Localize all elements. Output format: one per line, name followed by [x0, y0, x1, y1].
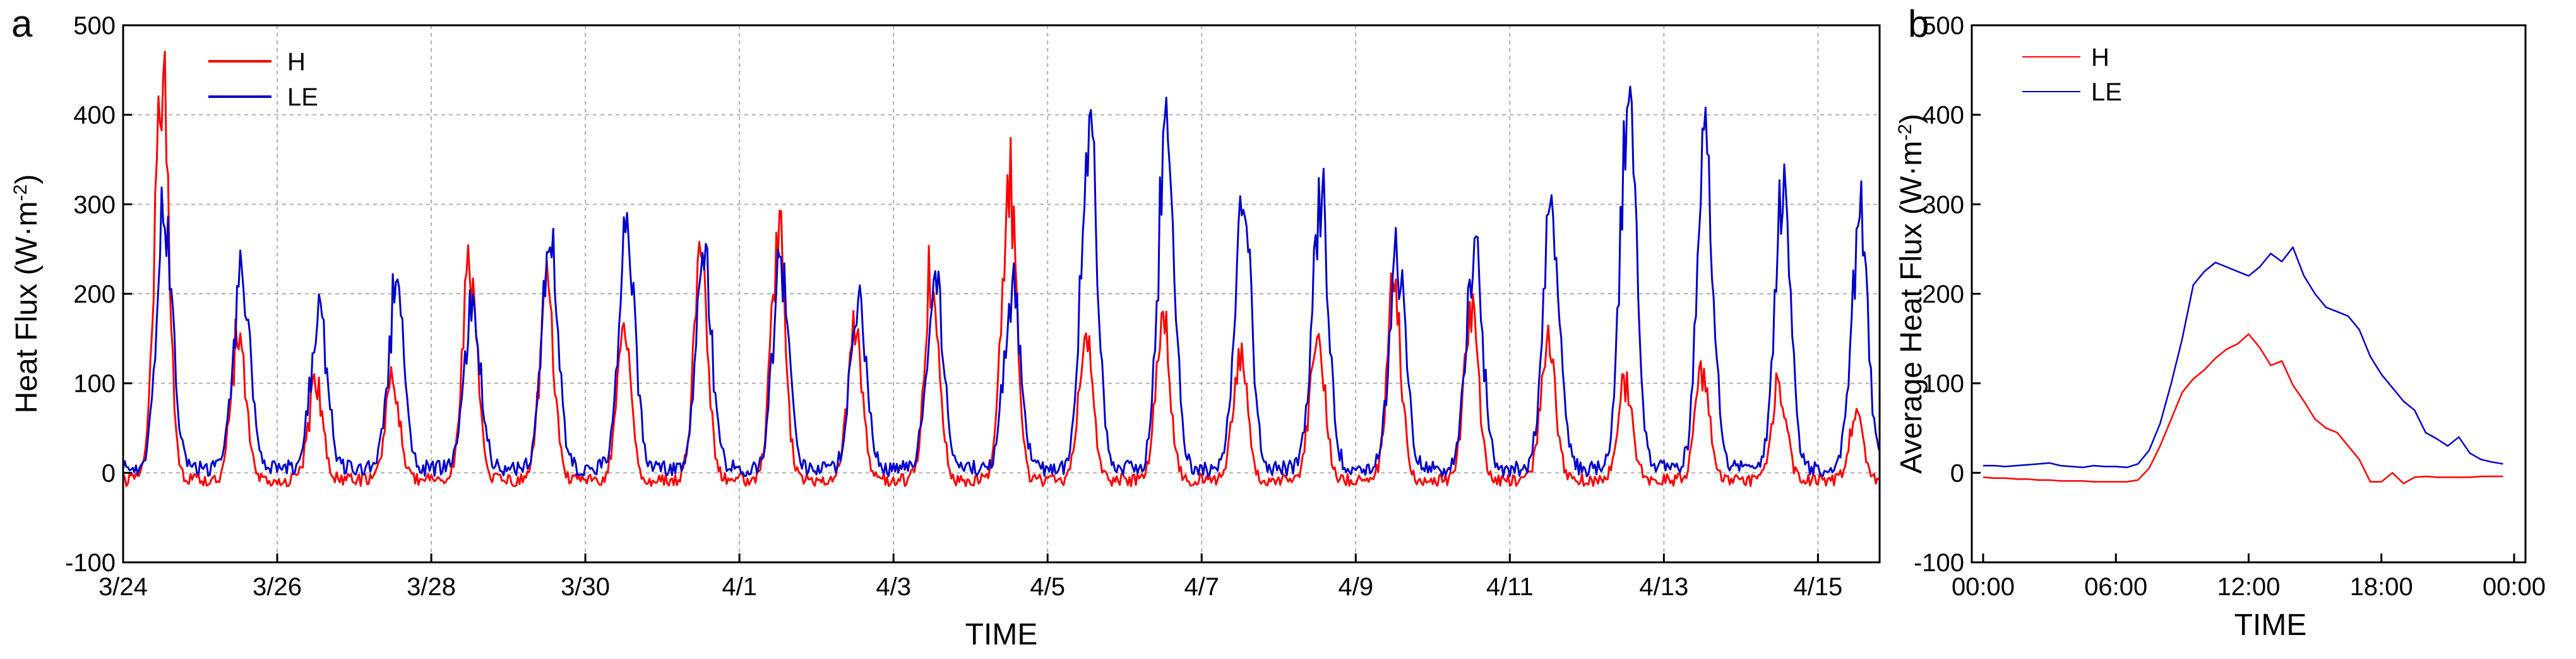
- panel-b-legend: H LE: [2022, 44, 2122, 106]
- panel-a-chart: -100 0 100 200 300 400 500 3/24 3/26 3/28 3/30 4/1…: [10, 12, 1881, 651]
- panel-b-y-tick-label: 500: [1922, 12, 1964, 40]
- panel-b-x-tick-label: 00:00: [1952, 573, 2015, 601]
- panel-a-x-tick-label: 4/15: [1793, 573, 1842, 601]
- panel-b-series-h-line: [1983, 333, 2503, 485]
- panel-a-x-tick-label: 4/9: [1338, 573, 1373, 601]
- panel-a-series-h-line: [122, 51, 1880, 487]
- panel-b-x-axis-title: TIME: [2234, 608, 2307, 642]
- panel-b-series-le-line: [1983, 246, 2503, 469]
- panel-b-x-tick-label: 12:00: [2217, 573, 2280, 601]
- panel-a-x-tick-label: 4/5: [1030, 573, 1065, 601]
- panel-b-chart: -100 0 100 200 300 400 500 00:00 06:00 12:00 18:0…: [1895, 12, 2546, 642]
- panel-a-legend: H LE: [208, 48, 318, 111]
- panel-a-x-tick-label: 3/24: [98, 573, 148, 601]
- panel-label-b: b: [1908, 3, 1929, 45]
- panel-b-y-tick-label: 200: [1922, 281, 1964, 308]
- panel-b-y-tick-label: 100: [1922, 370, 1964, 398]
- panel-a-legend-le-label: LE: [287, 83, 318, 111]
- panel-b-y-tick-label: 400: [1922, 102, 1964, 130]
- panel-b-plot-frame: [1971, 24, 2527, 564]
- panel-a-x-tick-label: 4/3: [876, 573, 911, 601]
- panel-a-x-tick-label: 3/26: [253, 573, 302, 601]
- panel-a-series-le-line: [122, 85, 1880, 478]
- panel-a-x-tick-label: 4/1: [722, 573, 757, 601]
- panel-b-y-ticks: -100 0 100 200 300 400 500: [1914, 12, 1981, 577]
- panel-a-y-tick-label: 0: [102, 459, 116, 487]
- panel-a-y-tick-label: 500: [73, 12, 116, 40]
- panel-a-y-tick-label: 100: [73, 370, 116, 398]
- panel-b-legend-le-label: LE: [2091, 78, 2122, 106]
- panel-b-legend-h-label: H: [2091, 44, 2109, 71]
- panel-a-y-axis-title: Heat Flux (W·m-2): [10, 174, 44, 414]
- panel-b-y-axis-title: Average Heat Flux (W·m-2): [1895, 114, 1928, 474]
- panel-a-y-tick-label: 400: [73, 102, 116, 130]
- panel-a-x-tick-label: 4/11: [1486, 573, 1534, 601]
- panel-a-x-tick-label: 4/13: [1639, 573, 1688, 601]
- panel-b-y-tick-label: 0: [1950, 459, 1964, 487]
- panel-a-series: [122, 51, 1880, 487]
- panel-b-x-ticks: 00:00 06:00 12:00 18:00 00:00: [1952, 553, 2546, 601]
- panel-b-y-tick-label: -100: [1914, 549, 1964, 577]
- panel-a-y-tick-label: 300: [73, 191, 116, 219]
- panel-a-x-axis-title: TIME: [965, 618, 1038, 651]
- panel-a-y-tick-label: 200: [73, 281, 116, 308]
- panel-a-x-tick-label: 4/7: [1184, 573, 1219, 601]
- panel-a-legend-h-label: H: [287, 48, 306, 76]
- panel-a-x-tick-label: 3/28: [407, 573, 456, 601]
- panel-a-x-ticks: 3/24 3/26 3/28 3/30 4/1 4/3 4/5 4/7 4/9 4/11 4/13 4…: [98, 553, 1842, 601]
- panel-label-a: a: [11, 3, 33, 45]
- panel-b-x-tick-label: 18:00: [2350, 573, 2413, 601]
- panel-a-x-tick-label: 3/30: [561, 573, 610, 601]
- panel-b-y-tick-label: 300: [1922, 191, 1964, 219]
- panel-b-x-tick-label: 00:00: [2483, 573, 2546, 601]
- panel-b-series: [1983, 246, 2503, 485]
- panel-b-x-tick-label: 06:00: [2084, 573, 2147, 601]
- panel-a-y-ticks: -100 0 100 200 300 400 500: [65, 12, 132, 577]
- panel-a-y-tick-label: -100: [65, 549, 116, 577]
